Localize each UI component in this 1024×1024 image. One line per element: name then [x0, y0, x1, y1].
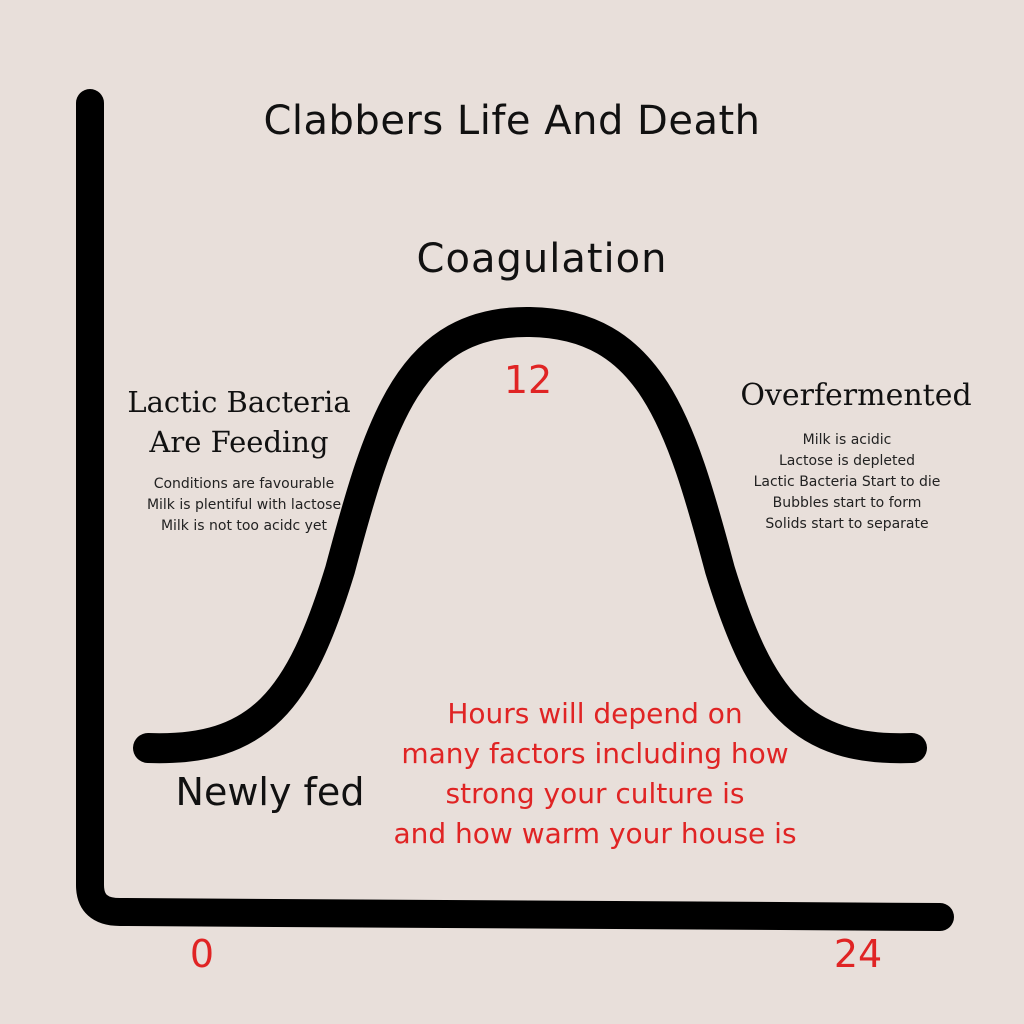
left-note: Milk is plentiful with lactose	[146, 497, 342, 513]
right-note: Bubbles start to form	[772, 495, 922, 511]
right-note: Milk is acidic	[802, 432, 892, 448]
peak-label: Coagulation	[416, 236, 668, 282]
diagram-title: Clabbers Life And Death	[263, 98, 761, 144]
hours-note: Hours will depend on many factors includ…	[370, 694, 820, 854]
right-note: Solids start to separate	[765, 516, 929, 532]
bell-curve	[133, 306, 927, 764]
hours-note-line: many factors including how	[401, 737, 789, 770]
left-note: Milk is not too acidc yet	[160, 518, 328, 534]
x-axis-start-label: 0	[189, 932, 215, 976]
hours-note-line: Hours will depend on	[447, 697, 743, 730]
right-phase-heading: Overfermented	[740, 378, 972, 413]
left-heading-line: Are Feeding	[149, 425, 329, 459]
left-phase-notes: Conditions are favourable Milk is plenti…	[114, 474, 374, 537]
right-phase-notes: Milk is acidic Lactose is depleted Lacti…	[722, 430, 972, 535]
left-heading-line: Lactic Bacteria	[127, 385, 351, 419]
right-note: Lactose is depleted	[778, 453, 915, 469]
peak-hour-label: 12	[503, 358, 553, 402]
axes	[76, 89, 954, 931]
hours-note-line: strong your culture is	[445, 777, 745, 810]
left-note: Conditions are favourable	[153, 476, 335, 492]
start-phase-label: Newly fed	[175, 770, 365, 814]
left-phase-heading: Lactic Bacteria Are Feeding	[104, 382, 374, 462]
hours-note-line: and how warm your house is	[393, 817, 797, 850]
x-axis-end-label: 24	[833, 932, 883, 976]
right-note: Lactic Bacteria Start to die	[753, 474, 941, 490]
